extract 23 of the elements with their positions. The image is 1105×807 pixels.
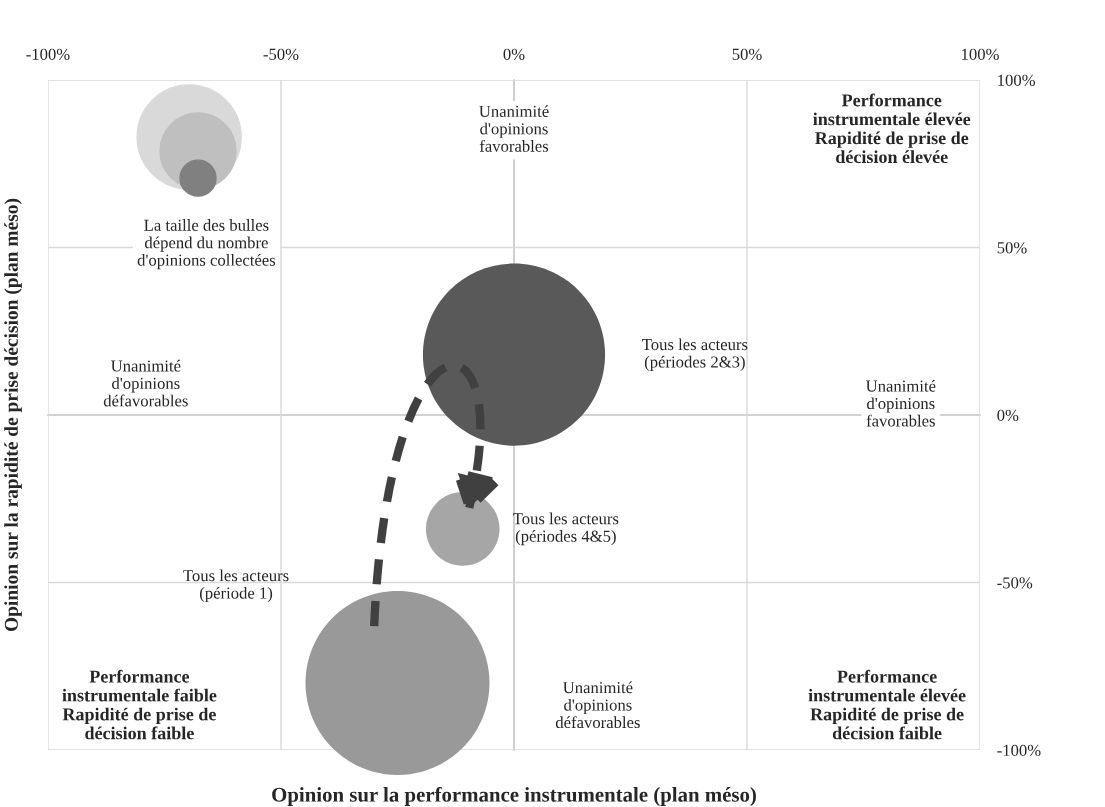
y-tick-label: -100% <box>997 744 1041 757</box>
y-axis-title: Opinion sur la rapidité de prise décision (plan méso) <box>4 198 22 632</box>
series-label: Tous les acteurs (périodes 4&5) <box>513 512 619 546</box>
annotation: Unanimité d'opinions défavorables <box>103 359 188 407</box>
annotation: Unanimité d'opinions défavorables <box>555 681 640 729</box>
x-axis-title: Opinion sur la performance instrumentale (plan méso) <box>272 786 756 806</box>
y-tick-label: 50% <box>997 242 1027 254</box>
annotation: La taille des bulles dépend du nombre d'opinions collectées <box>137 219 276 270</box>
annotation: Unanimité d'opinions favorables <box>479 105 549 152</box>
text: Tous les acteurs (périodes 2&3) <box>642 338 748 371</box>
annotation: Performance instrumentale élevée Rapidité de prise de décision élevée <box>813 93 971 164</box>
annotation: Performance instrumentale faible Rapidité de prise de décision faible <box>62 669 217 740</box>
text: Tous les acteurs (période 1) <box>183 569 289 603</box>
x-tick-label: 0% <box>503 48 525 60</box>
y-tick-label: 100% <box>998 74 1036 86</box>
x-tick-label: 50% <box>732 48 762 60</box>
annotation: Performance instrumentale élevée Rapidité de prise de décision faible <box>808 669 966 740</box>
y-tick-label: -50% <box>997 577 1033 589</box>
y-tick-label: 0% <box>997 409 1019 421</box>
x-tick-label: 100% <box>962 48 999 60</box>
x-tick-label: -100% <box>26 48 70 60</box>
annotation: Unanimité d'opinions favorables <box>865 379 936 427</box>
x-tick-label: -50% <box>263 48 299 60</box>
